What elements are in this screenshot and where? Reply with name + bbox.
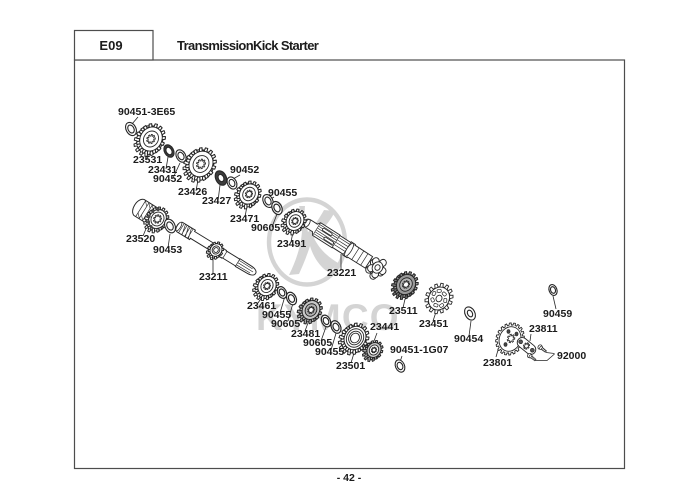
svg-text:90459: 90459 <box>543 308 572 320</box>
svg-text:23801: 23801 <box>483 357 512 369</box>
svg-text:23481: 23481 <box>291 328 320 340</box>
svg-text:90451-1G07: 90451-1G07 <box>390 344 449 356</box>
svg-text:23426: 23426 <box>178 186 207 198</box>
svg-text:E09: E09 <box>99 38 122 53</box>
svg-text:23431: 23431 <box>148 164 177 176</box>
svg-text:23451: 23451 <box>419 318 448 330</box>
svg-text:90452: 90452 <box>153 173 182 185</box>
svg-text:23520: 23520 <box>126 233 155 245</box>
svg-text:90605: 90605 <box>303 337 332 349</box>
svg-text:23211: 23211 <box>199 271 228 283</box>
svg-text:90451-3E65: 90451-3E65 <box>118 106 175 118</box>
svg-text:23221: 23221 <box>327 267 356 279</box>
svg-text:23501: 23501 <box>336 360 365 372</box>
svg-text:92000: 92000 <box>557 350 586 362</box>
svg-text:23427: 23427 <box>202 195 231 207</box>
svg-text:90605: 90605 <box>271 318 300 330</box>
svg-text:90455: 90455 <box>268 187 297 199</box>
svg-text:90605: 90605 <box>251 222 280 234</box>
svg-text:90454: 90454 <box>454 333 483 345</box>
svg-text:90452: 90452 <box>230 164 259 176</box>
svg-text:TransmissionKick Starter: TransmissionKick Starter <box>177 38 319 53</box>
svg-text:90453: 90453 <box>153 244 182 256</box>
svg-text:23531: 23531 <box>133 154 162 166</box>
svg-text:23811: 23811 <box>529 323 558 335</box>
svg-text:23491: 23491 <box>277 238 306 250</box>
svg-text:- 42 -: - 42 - <box>337 472 362 484</box>
svg-text:23511: 23511 <box>389 305 418 317</box>
svg-text:23461: 23461 <box>247 300 276 312</box>
svg-text:23441: 23441 <box>370 321 399 333</box>
svg-text:90455: 90455 <box>262 309 291 321</box>
svg-text:90455: 90455 <box>315 346 344 358</box>
svg-text:23471: 23471 <box>230 213 259 225</box>
